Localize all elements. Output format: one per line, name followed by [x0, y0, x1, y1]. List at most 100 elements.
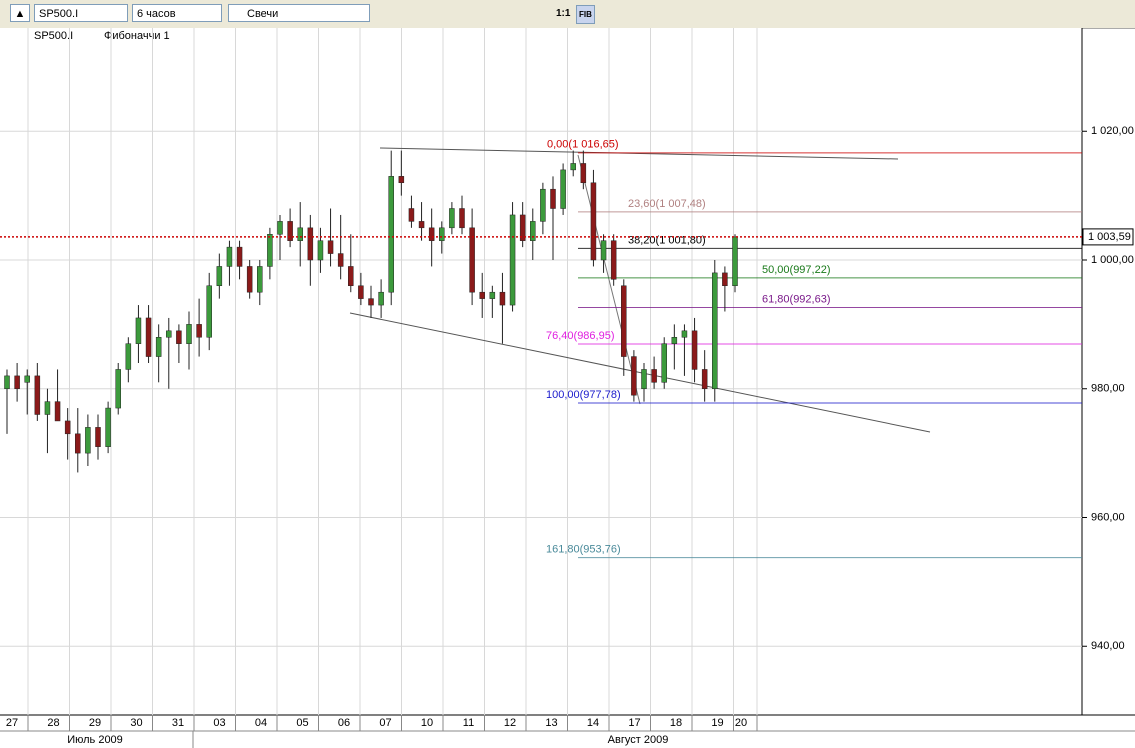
- date-label: 20: [735, 717, 747, 729]
- candle-body: [155, 337, 162, 357]
- candle-body: [600, 240, 607, 261]
- candle-body: [641, 369, 647, 390]
- fib-level-label: 0,00(1 016,65): [547, 139, 619, 151]
- candle-body: [267, 234, 273, 267]
- candle-body: [95, 427, 101, 447]
- candle-body: [145, 317, 152, 357]
- date-label: 12: [504, 717, 516, 729]
- candle-body: [540, 188, 546, 222]
- candle-body: [4, 375, 10, 390]
- candle-body: [24, 375, 30, 383]
- candle-body: [550, 188, 556, 209]
- candle-body: [439, 227, 445, 241]
- candle-body: [712, 272, 718, 390]
- scale-button[interactable]: 1:1: [556, 8, 571, 19]
- candle-body: [125, 343, 132, 370]
- collapse-button[interactable]: ▲: [10, 4, 30, 22]
- month-label: Август 2009: [608, 734, 669, 746]
- candle-body: [166, 330, 172, 338]
- last-price-label: 1 003,59: [1088, 231, 1131, 243]
- candle-body: [621, 285, 627, 357]
- candle-body: [428, 227, 435, 241]
- candle-body: [560, 169, 566, 209]
- candle-body: [590, 182, 597, 261]
- candle-body: [378, 291, 384, 306]
- date-label: 18: [670, 717, 682, 729]
- toolbar: ▲ SP500.I 6 часов Свечи 1:1 FIB: [0, 0, 1135, 29]
- candle-body: [691, 330, 698, 370]
- date-label: 11: [463, 717, 474, 729]
- fib-level-label: 38,20(1 001,80): [628, 234, 706, 246]
- timeframe-select[interactable]: 6 часов: [132, 4, 222, 22]
- candle-body: [530, 221, 536, 241]
- candle-body: [115, 369, 121, 409]
- date-label: 19: [711, 717, 723, 729]
- trend-line[interactable]: [349, 312, 931, 433]
- candle-body: [570, 163, 576, 171]
- candle-body: [317, 240, 324, 261]
- fib-level-label: 100,00(977,78): [546, 389, 621, 401]
- candle-body: [509, 214, 516, 306]
- subbar-symbol[interactable]: SP500.I: [34, 30, 73, 42]
- date-label: 29: [89, 717, 101, 729]
- plot-area: [0, 28, 1082, 715]
- subbar-study[interactable]: Фибоначчи 1: [104, 30, 170, 42]
- candle-body: [54, 401, 61, 422]
- candle-body: [671, 337, 678, 344]
- timeframe: 6 часов: [137, 8, 176, 20]
- style-select[interactable]: Свечи: [228, 4, 370, 22]
- candle-body: [287, 221, 293, 241]
- candle-body: [469, 227, 475, 293]
- date-label: 10: [421, 717, 433, 729]
- candle-body: [327, 240, 334, 254]
- candle-body: [368, 298, 374, 306]
- candle-body: [135, 317, 142, 344]
- date-label: 27: [6, 717, 18, 729]
- date-label: 07: [379, 717, 391, 729]
- candle-body: [459, 208, 465, 229]
- last-price-box: [1082, 228, 1134, 246]
- candle-body: [701, 369, 708, 390]
- candle-body: [307, 227, 314, 261]
- fib-level-label: 76,40(986,95): [546, 330, 615, 342]
- y-tick-label: 1 020,00: [1091, 125, 1134, 137]
- fib-button[interactable]: FIB: [576, 5, 595, 24]
- chart-style: Свечи: [247, 8, 279, 20]
- candle-body: [732, 236, 738, 287]
- date-label: 03: [213, 717, 225, 729]
- y-tick-label: 960,00: [1091, 511, 1125, 523]
- date-label: 13: [545, 717, 557, 729]
- fib-anchor-line[interactable]: [577, 154, 641, 405]
- date-label: 17: [628, 717, 640, 729]
- date-label: 14: [587, 717, 599, 729]
- candle-body: [75, 433, 81, 454]
- fib-level-label: 50,00(997,22): [762, 264, 831, 276]
- candle-body: [651, 369, 657, 383]
- candle-body: [449, 208, 455, 229]
- month-label: Июль 2009: [67, 734, 123, 746]
- y-tick-label: 940,00: [1091, 640, 1125, 652]
- date-label: 06: [338, 717, 350, 729]
- candle-body: [358, 285, 364, 299]
- chart: SP500.I Фибоначчи 1 Июль 2009 Август 200…: [0, 28, 1135, 748]
- candle-body: [206, 285, 212, 338]
- candle-body: [277, 221, 283, 235]
- date-label: 30: [130, 717, 142, 729]
- candle-body: [105, 407, 111, 447]
- candle-body: [519, 214, 526, 241]
- date-label: 05: [296, 717, 308, 729]
- date-label: 31: [172, 717, 184, 729]
- candle-body: [226, 246, 233, 267]
- candle-body: [64, 420, 71, 435]
- candle-body: [418, 221, 425, 229]
- candle-body: [681, 330, 688, 338]
- symbol-box[interactable]: SP500.I: [34, 4, 128, 22]
- y-tick-label: 1 000,00: [1091, 254, 1134, 266]
- candle-body: [216, 266, 223, 287]
- candle-body: [610, 240, 617, 280]
- candle-body: [408, 208, 415, 222]
- trend-line[interactable]: [379, 147, 899, 160]
- candle-body: [722, 272, 728, 287]
- candle-body: [34, 375, 41, 415]
- fib-level-label: 161,80(953,76): [546, 544, 621, 556]
